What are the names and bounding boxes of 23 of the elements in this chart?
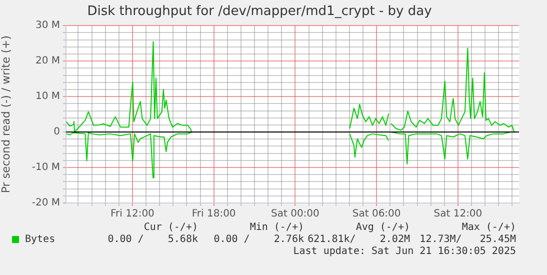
y-axis-title: Pr second read (-) / write (+)	[0, 35, 12, 194]
y-tick-label: 0	[54, 126, 60, 138]
text: 621.81k/ 2.02M	[306, 234, 410, 246]
text: 0.00 / 5.68k	[106, 234, 198, 246]
y-tick-label: 30 M	[35, 20, 60, 32]
text: Min (-/+)	[248, 222, 304, 234]
text: Cur (-/+)	[142, 222, 198, 234]
legend-label: Bytes	[24, 234, 56, 246]
text: Max (-/+)	[460, 222, 516, 234]
x-tick-label: Sat 12:00	[434, 208, 482, 220]
y-tick-label: 10 M	[35, 91, 60, 102]
text: 0.00 / 2.76k	[212, 234, 304, 246]
text: 12.73M/ 25.45M	[418, 234, 516, 246]
text: Avg (-/+)	[355, 222, 410, 234]
chart-title: Disk throughput for /dev/mapper/md1_crypt - by day	[87, 4, 432, 20]
x-tick-label: Fri 12:00	[110, 208, 154, 220]
x-tick-label: Sat 00:00	[271, 208, 320, 220]
text: Last update: Sat Jun 21 16:30:05 2025	[292, 246, 516, 258]
y-tick-label: -20 M	[32, 198, 60, 209]
x-tick-label: Sat 06:00	[352, 208, 401, 220]
x-tick-label: Fri 18:00	[192, 208, 236, 220]
y-tick-label: 20 M	[35, 56, 60, 67]
y-tick-label: -10 M	[32, 162, 60, 174]
